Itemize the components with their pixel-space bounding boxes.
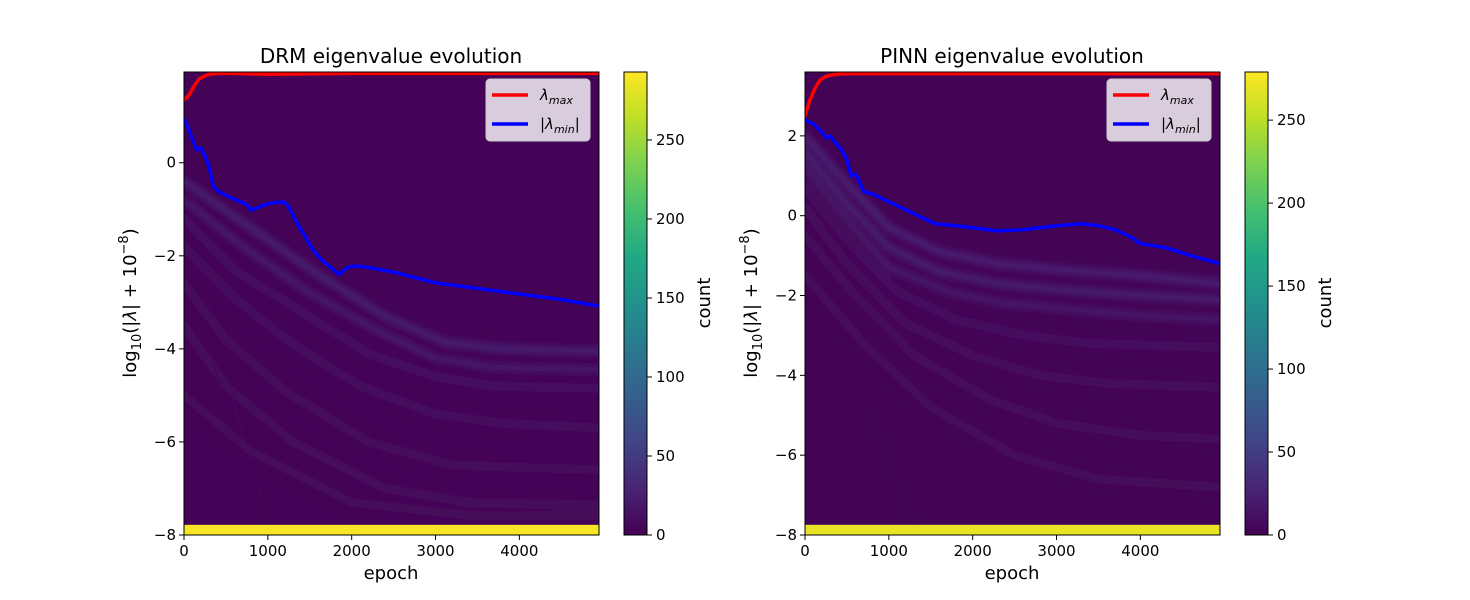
- heatmap-bottom-band: [805, 524, 1220, 535]
- heatmap-ridge: [805, 163, 1220, 324]
- y-tick-label: 0: [787, 207, 797, 225]
- heatmap-ridges: [805, 131, 1220, 492]
- x-tick-label: 3000: [1037, 542, 1075, 560]
- y-axis: −8 −6 −4 −2 0 2: [775, 127, 805, 544]
- y-tick-label: −2: [775, 287, 797, 305]
- y-axis-label: log10(|λ| + 10−8): [117, 228, 145, 377]
- heatmap-background: [184, 72, 599, 535]
- colorbar-tick-label: 250: [656, 131, 685, 149]
- x-axis-label: epoch: [985, 563, 1040, 584]
- colorbar: 0 50 100 150 200 250 count: [1244, 71, 1336, 544]
- colorbar-label: count: [694, 278, 715, 329]
- y-axis-label: log10(|λ| + 10−8): [738, 228, 766, 377]
- series-line-lambda-min: [184, 116, 599, 308]
- colorbar-gradient: [623, 71, 648, 536]
- series-lines: [805, 72, 1220, 266]
- heatmap-ridge: [184, 321, 599, 510]
- y-tick-label: −8: [154, 526, 176, 544]
- heatmap-ridge: [184, 195, 599, 375]
- series-line-lambda-max: [805, 72, 1220, 118]
- panel-pinn: PINN eigenvalue evolution 0 1000 2000 3000 4…: [738, 44, 1336, 584]
- colorbar-tick-label: 50: [656, 447, 675, 465]
- colorbar: 0 50 100 150 200 250 count: [623, 71, 715, 544]
- heatmap-ridge: [805, 183, 1220, 352]
- series-line-lambda-min: [805, 118, 1220, 266]
- axes-frame: [804, 71, 1221, 536]
- colorbar-tick-label: 200: [1277, 194, 1306, 212]
- x-axis: 0 1000 2000 3000 4000: [179, 535, 538, 560]
- series-lines: [184, 72, 599, 308]
- heatmap-ridge: [184, 176, 599, 356]
- series-line-lambda-max: [184, 72, 599, 102]
- y-tick-label: −6: [775, 446, 797, 464]
- colorbar-gradient: [1244, 71, 1269, 536]
- x-tick-label: 1000: [870, 542, 908, 560]
- heatmap-ridge: [805, 271, 1220, 492]
- y-tick-label: −4: [154, 340, 176, 358]
- colorbar-tick-label: 150: [656, 289, 685, 307]
- chart-title: DRM eigenvalue evolution: [260, 44, 522, 68]
- heatmap-area: [805, 72, 1220, 535]
- heatmap-ridge: [805, 131, 1220, 289]
- y-tick-label: −4: [775, 366, 797, 384]
- chart-title: PINN eigenvalue evolution: [880, 44, 1144, 68]
- colorbar-tick-label: 100: [656, 368, 685, 386]
- y-tick-label: −6: [154, 433, 176, 451]
- colorbar-tick-label: 250: [1277, 111, 1306, 129]
- heatmap-bottom-band: [184, 524, 599, 535]
- colorbar-ticks: 0 50 100 150 200 250: [647, 131, 685, 544]
- panel-drm: DRM eigenvalue evolution 0 1000 2000 3000 40…: [117, 44, 715, 584]
- legend: λmax |λmin|: [485, 78, 591, 142]
- x-tick-label: 4000: [500, 542, 538, 560]
- colorbar-tick-label: 50: [1277, 443, 1296, 461]
- heatmap-ridge: [805, 203, 1220, 392]
- heatmap-area: [184, 72, 599, 535]
- x-tick-label: 2000: [954, 542, 992, 560]
- colorbar-tick-label: 150: [1277, 277, 1306, 295]
- colorbar-label: count: [1315, 278, 1336, 329]
- y-tick-label: −8: [775, 526, 797, 544]
- colorbar-tick-label: 100: [1277, 360, 1306, 378]
- heatmap-ridge: [184, 241, 599, 433]
- legend: λmax |λmin|: [1106, 78, 1212, 142]
- y-tick-label: 2: [787, 127, 797, 145]
- y-tick-label: −2: [154, 247, 176, 265]
- colorbar-tick-label: 0: [656, 526, 666, 544]
- heatmap-ridges: [184, 176, 599, 521]
- heatmap-ridge: [805, 231, 1220, 444]
- heatmap-ridge: [184, 279, 599, 475]
- colorbar-ticks: 0 50 100 150 200 250: [1268, 111, 1306, 544]
- colorbar-tick-label: 0: [1277, 526, 1287, 544]
- heatmap-faint-line: [871, 415, 924, 535]
- heatmap-ridge: [184, 214, 599, 393]
- x-tick-label: 4000: [1121, 542, 1159, 560]
- x-axis: 0 1000 2000 3000 4000: [800, 535, 1159, 560]
- x-tick-label: 1000: [249, 542, 287, 560]
- heatmap-faint-line: [225, 371, 277, 535]
- heatmap-ridge: [805, 147, 1220, 305]
- x-tick-label: 0: [800, 542, 810, 560]
- axes-frame: [183, 71, 600, 536]
- x-axis-label: epoch: [364, 563, 419, 584]
- colorbar-tick-label: 200: [656, 210, 685, 228]
- x-tick-label: 2000: [333, 542, 371, 560]
- heatmap-faint-line: [208, 348, 261, 535]
- x-tick-label: 0: [179, 542, 189, 560]
- heatmap-ridge: [184, 390, 599, 521]
- y-axis: −8 −6 −4 −2 0: [154, 154, 184, 544]
- x-tick-label: 3000: [416, 542, 454, 560]
- y-tick-label: 0: [166, 154, 176, 172]
